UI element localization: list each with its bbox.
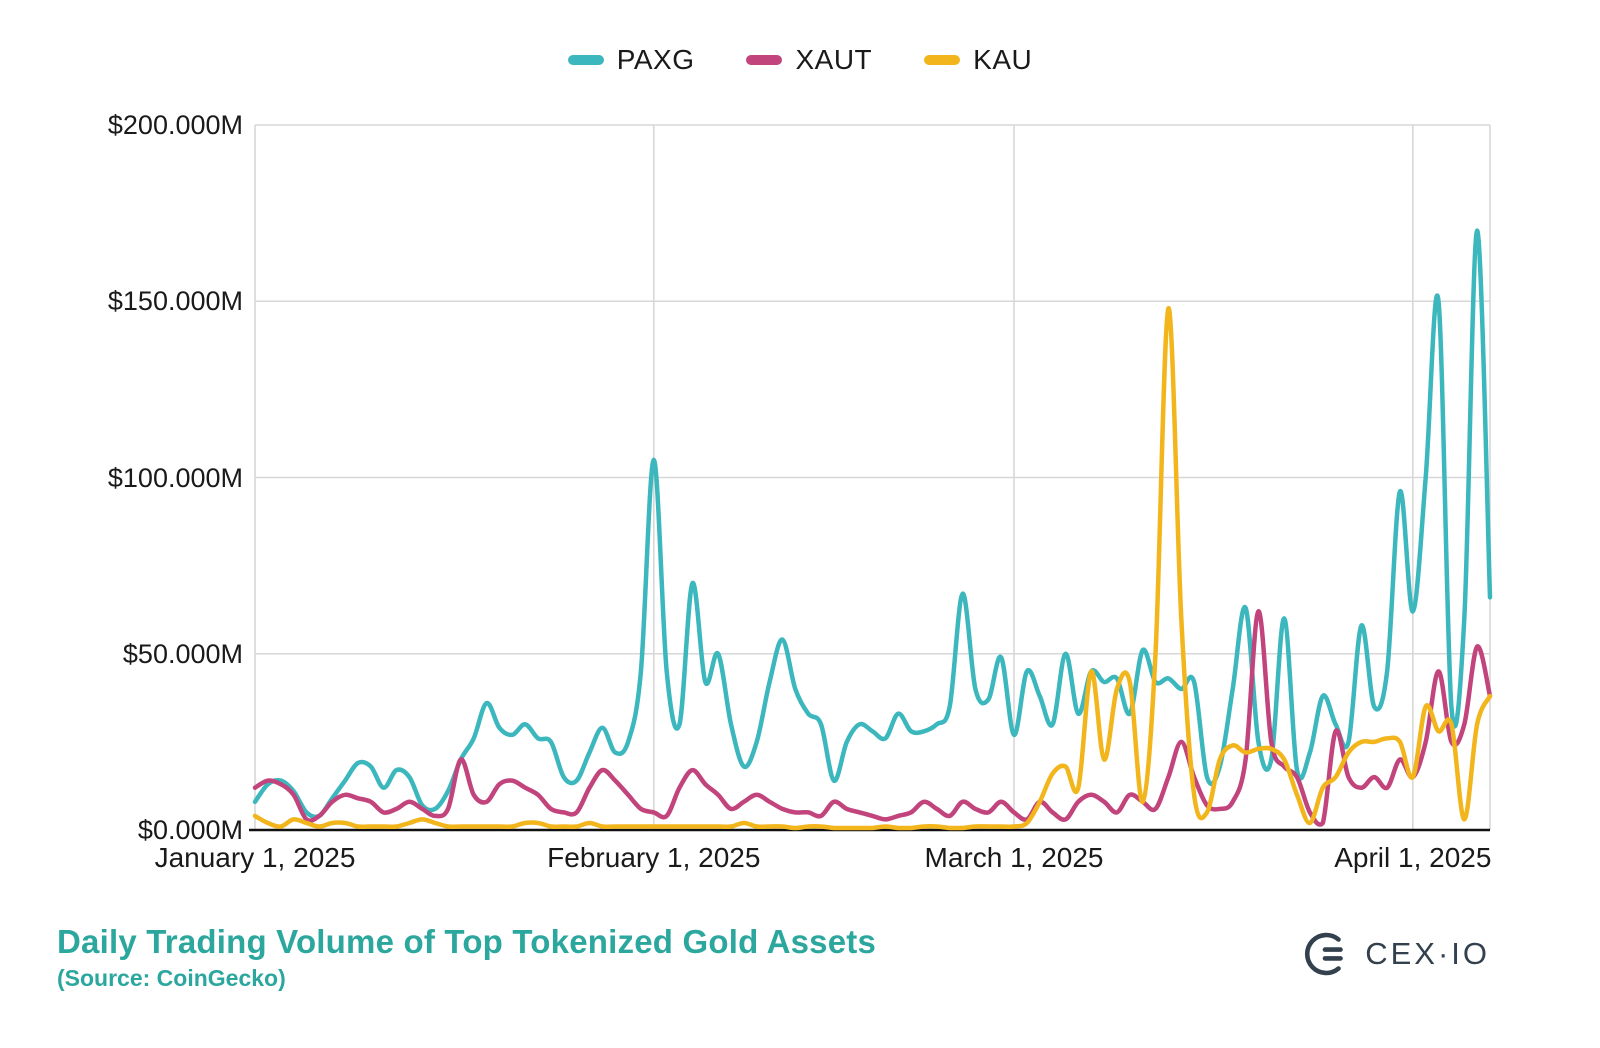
xaut-swatch-icon xyxy=(746,55,783,65)
x-axis-tick-label: January 1, 2025 xyxy=(154,842,356,873)
legend-label-kau: KAU xyxy=(973,44,1033,75)
chart-plot-area xyxy=(249,124,1493,832)
cexio-logo-icon xyxy=(1305,932,1344,976)
cexio-logo: CEX·IO xyxy=(1301,929,1490,979)
y-axis-tick-label: $50.000M xyxy=(122,638,243,669)
y-axis-tick-label: $0.000M xyxy=(137,815,243,845)
x-axis-tick-label: February 1, 2025 xyxy=(547,842,761,873)
x-axis-tick-label: March 1, 2025 xyxy=(924,842,1104,873)
legend-label-xaut: XAUT xyxy=(795,44,873,75)
paxg-swatch-icon xyxy=(567,55,604,65)
y-axis-tick-label: $200.000M xyxy=(107,110,243,140)
legend-item-kau: KAU xyxy=(924,44,1032,76)
cexio-logo-text: CEX·IO xyxy=(1365,936,1490,971)
chart-canvas xyxy=(249,124,1493,832)
kau-swatch-icon xyxy=(924,55,961,65)
legend: PAXG XAUT KAU xyxy=(0,44,1600,76)
legend-item-xaut: XAUT xyxy=(746,44,872,76)
legend-label-paxg: PAXG xyxy=(616,44,695,75)
chart-source: (Source: CoinGecko) xyxy=(57,965,286,991)
chart-title: Daily Trading Volume of Top Tokenized Go… xyxy=(57,923,877,960)
y-axis-tick-label: $100.000M xyxy=(107,462,243,493)
legend-item-paxg: PAXG xyxy=(567,44,695,76)
y-axis-tick-label: $150.000M xyxy=(107,286,243,317)
x-axis-tick-label: April 1, 2025 xyxy=(1334,842,1492,873)
